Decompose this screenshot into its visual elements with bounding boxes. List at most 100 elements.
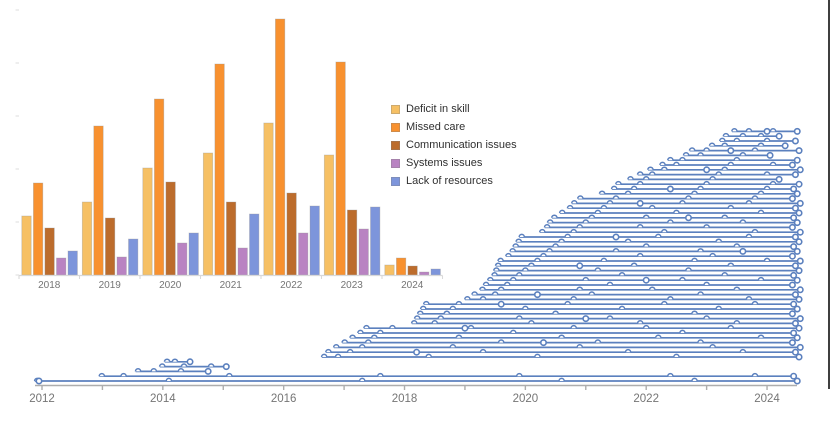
timeline-event-arc [570, 324, 578, 329]
bar-chart-background [0, 0, 452, 288]
timeline-event-arc [370, 334, 378, 338]
legend-swatch-icon [391, 122, 400, 132]
timeline-event-arc [491, 272, 498, 276]
timeline-event-arc [509, 329, 517, 334]
timeline-milestone-dot [413, 348, 421, 356]
timeline-end-dot [222, 363, 230, 371]
timeline-event-arc [120, 372, 127, 377]
timeline-end-dot [796, 257, 804, 265]
bar-2019-series-4 [128, 238, 139, 276]
timeline-event-arc [739, 152, 747, 156]
legend-label: Communication issues [406, 138, 517, 151]
timeline-event-arc [612, 248, 620, 252]
timeline-event-arc [769, 128, 777, 132]
bar-2020-series-4 [188, 232, 199, 276]
timeline-event-arc [582, 276, 590, 281]
timeline-event-arc [491, 291, 499, 295]
timeline-event-arc [479, 286, 486, 290]
timeline-event-arc [509, 248, 517, 252]
timeline-event-arc [518, 233, 526, 238]
timeline-event-arc [177, 368, 185, 372]
timeline-milestone-dot [703, 166, 711, 174]
timeline-event-arc [582, 219, 590, 223]
bar-2023-series-4 [370, 206, 381, 276]
timeline-end-dot [186, 358, 194, 366]
bar-2024-series-4 [430, 268, 441, 276]
timeline-x-tick-label: 2012 [29, 393, 55, 405]
timeline-event-arc [419, 305, 427, 310]
timeline-event-arc [471, 291, 478, 295]
timeline-event-arc [636, 180, 644, 185]
timeline-event-arc [165, 377, 173, 382]
timeline-event-arc [751, 372, 759, 377]
timeline-event-arc [660, 228, 668, 233]
timeline-event-arc [769, 161, 777, 166]
timeline-event-arc [757, 276, 765, 281]
bar-2022-series-0 [263, 122, 274, 276]
bar-chart-legend: Deficit in skill Missed care Communication… [391, 100, 517, 190]
bar-2023-series-2 [347, 209, 358, 276]
timeline-event-arc [721, 166, 729, 170]
timeline-event-arc [763, 257, 771, 262]
timeline-end-dot [791, 137, 799, 145]
timeline-event-arc [691, 257, 698, 262]
timeline-event-arc [708, 142, 716, 146]
timeline-milestone-dot [739, 247, 747, 255]
timeline-end-dot [790, 214, 798, 222]
timeline-event-arc [733, 137, 741, 142]
timeline-end-dot [791, 291, 799, 299]
timeline-end-dot [796, 166, 804, 174]
timeline-event-arc [642, 214, 650, 218]
timeline-event-arc [515, 372, 523, 377]
timeline-event-arc [431, 320, 439, 324]
timeline-event-arc [751, 300, 759, 305]
bar-2024-series-3 [419, 271, 430, 276]
bar-2018-series-0 [21, 215, 32, 276]
timeline-event-arc [422, 300, 430, 305]
timeline-end-dot [795, 180, 803, 188]
timeline-event-arc [757, 334, 765, 338]
timeline-end-dot [796, 199, 804, 207]
timeline-milestone-dot [497, 300, 505, 308]
timeline-event-arc [570, 296, 578, 300]
timeline-end-dot [766, 151, 774, 159]
timeline-event-arc [727, 161, 735, 166]
timeline-event-arc [334, 353, 342, 358]
timeline-event-arc [515, 272, 523, 276]
timeline-end-dot [788, 281, 796, 289]
timeline-x-tick-label: 2018 [392, 393, 418, 405]
timeline-event-arc [570, 200, 578, 204]
timeline-event-arc [739, 132, 747, 137]
timeline-event-arc [618, 305, 626, 310]
timeline-milestone-dot [612, 233, 620, 241]
timeline-x-tick-label: 2022 [633, 393, 659, 405]
bar-x-tick-label: 2019 [99, 280, 122, 291]
timeline-event-arc [757, 190, 765, 194]
timeline-milestone-dot [666, 185, 674, 193]
timeline-event-arc [364, 339, 372, 343]
timeline-end-dot [791, 348, 799, 356]
timeline-event-arc [685, 195, 692, 199]
bar-2020-series-3 [177, 242, 188, 276]
timeline-end-dot [793, 305, 801, 313]
timeline-end-dot [793, 247, 801, 255]
timeline-event-arc [425, 353, 433, 358]
timeline-end-dot [795, 147, 803, 155]
timeline-event-arc [624, 190, 632, 194]
timeline-event-arc [703, 180, 710, 185]
timeline-event-arc [691, 190, 698, 194]
timeline-event-arc [389, 324, 396, 329]
timeline-milestone-dot [636, 199, 644, 207]
timeline-event-arc [636, 252, 644, 257]
timeline-end-dot [788, 339, 796, 347]
timeline-event-arc [739, 219, 747, 223]
timeline-event-arc [703, 147, 710, 151]
bar-2022-series-2 [286, 192, 297, 276]
timeline-event-arc [733, 243, 741, 247]
timeline-end-dot [791, 262, 799, 270]
timeline-event-arc [667, 156, 674, 161]
timeline-event-arc [667, 372, 674, 377]
timeline-event-arc [505, 252, 512, 257]
timeline-event-arc [697, 152, 704, 156]
